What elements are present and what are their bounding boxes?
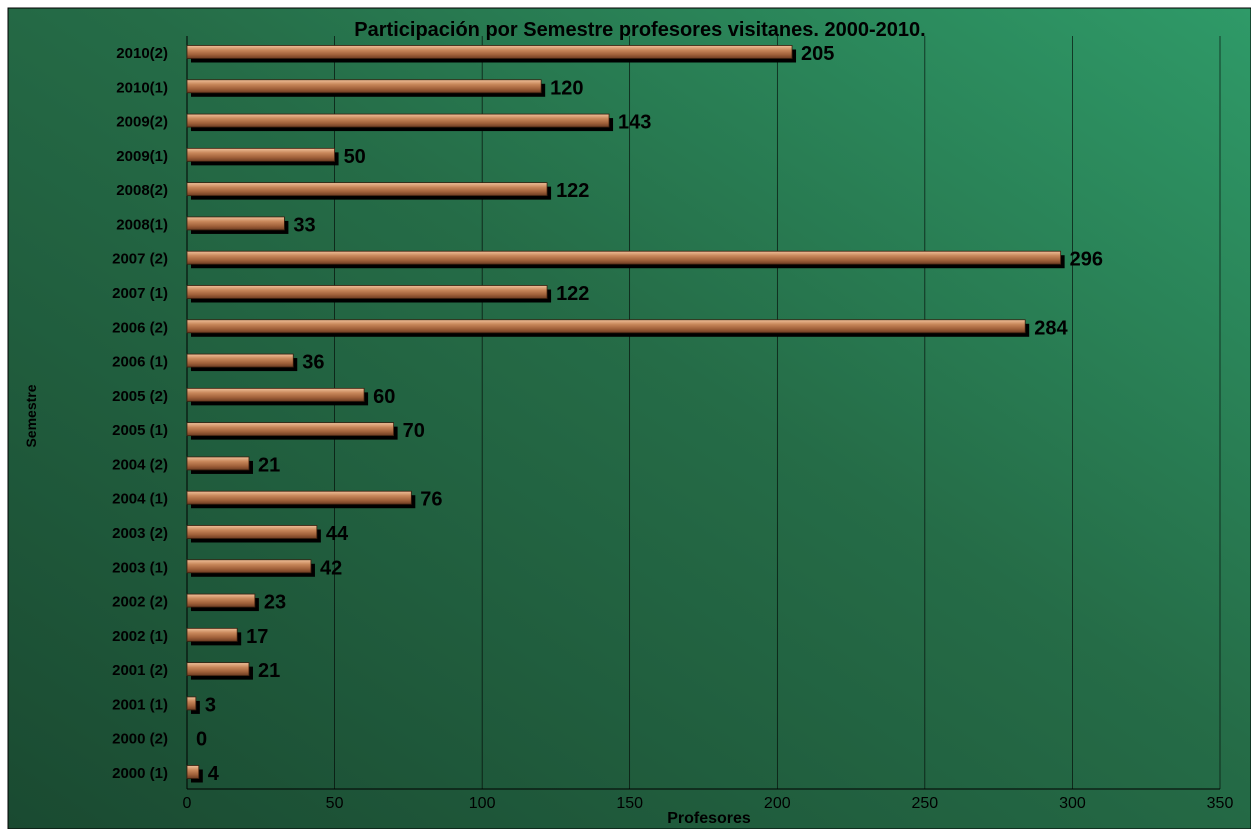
data-label: 0 — [196, 729, 207, 751]
bar — [186, 696, 197, 711]
data-label: 4 — [208, 763, 220, 785]
y-tick-label: 2001 (1) — [112, 696, 168, 713]
bar — [186, 113, 610, 128]
bar — [186, 387, 365, 402]
y-tick-label: 2008(1) — [116, 216, 168, 233]
bar — [186, 559, 312, 574]
y-tick-label: 2003 (1) — [112, 559, 168, 576]
data-label: 60 — [373, 386, 395, 408]
bar — [186, 490, 412, 505]
y-tick-label: 2004 (2) — [112, 456, 168, 473]
bar — [186, 147, 335, 162]
x-tick-label: 200 — [764, 795, 791, 812]
data-label: 3 — [205, 694, 216, 716]
y-tick-label: 2001 (2) — [112, 662, 168, 679]
data-label: 50 — [344, 146, 366, 168]
y-tick-label: 2000 (2) — [112, 731, 168, 748]
bar — [186, 216, 285, 231]
y-axis-label: Semestre — [23, 384, 39, 447]
x-axis-label: Profesores — [667, 810, 751, 827]
data-label: 21 — [258, 454, 280, 476]
bar — [186, 45, 793, 59]
data-label: 17 — [246, 626, 268, 648]
data-label: 143 — [618, 112, 651, 134]
y-tick-label: 2007 (1) — [112, 285, 168, 302]
data-label: 23 — [264, 592, 286, 614]
data-label: 120 — [550, 77, 583, 99]
y-tick-label: 2010(2) — [116, 45, 168, 62]
x-tick-label: 250 — [912, 795, 939, 812]
y-tick-label: 2005 (2) — [112, 388, 168, 405]
bar — [186, 456, 250, 471]
y-tick-label: 2006 (2) — [112, 319, 168, 336]
data-label: 205 — [801, 43, 834, 65]
bar — [186, 319, 1026, 334]
y-tick-label: 2003 (2) — [112, 525, 168, 542]
y-tick-label: 2010(1) — [116, 79, 168, 96]
x-tick-label: 350 — [1207, 795, 1234, 812]
bar — [186, 182, 548, 197]
x-tick-label: 300 — [1059, 795, 1086, 812]
bar — [186, 285, 548, 299]
bar — [186, 79, 542, 94]
y-tick-label: 2002 (1) — [112, 628, 168, 645]
x-tick-label: 50 — [326, 795, 344, 812]
y-tick-label: 2007 (2) — [112, 251, 168, 268]
y-tick-label: 2000 (1) — [112, 765, 168, 782]
data-label: 44 — [326, 523, 349, 545]
bar — [186, 627, 238, 642]
data-label: 33 — [293, 214, 315, 236]
x-tick-label: 150 — [616, 795, 643, 812]
data-label: 42 — [320, 557, 342, 579]
data-label: 122 — [556, 283, 589, 305]
x-tick-label: 0 — [183, 795, 192, 812]
bar — [186, 250, 1062, 265]
data-label: 122 — [556, 180, 589, 202]
data-label: 76 — [420, 489, 442, 511]
bar — [186, 525, 318, 539]
bar — [186, 765, 200, 779]
bar — [186, 593, 256, 608]
data-label: 36 — [302, 352, 324, 374]
y-tick-label: 2004 (1) — [112, 491, 168, 508]
y-tick-label: 2002 (2) — [112, 594, 168, 611]
chart-title: Participación por Semestre profesores vi… — [354, 19, 925, 41]
x-tick-label: 100 — [469, 795, 496, 812]
data-label: 70 — [403, 420, 425, 442]
data-label: 296 — [1070, 249, 1103, 271]
y-tick-label: 2005 (1) — [112, 422, 168, 439]
y-tick-label: 2008(2) — [116, 182, 168, 199]
bar — [186, 662, 250, 677]
y-tick-label: 2009(1) — [116, 148, 168, 165]
data-label: 21 — [258, 660, 280, 682]
bar — [186, 422, 395, 437]
y-tick-label: 2009(2) — [116, 114, 168, 131]
y-tick-label: 2006 (1) — [112, 354, 168, 371]
bar — [186, 353, 294, 368]
data-label: 284 — [1034, 317, 1068, 339]
